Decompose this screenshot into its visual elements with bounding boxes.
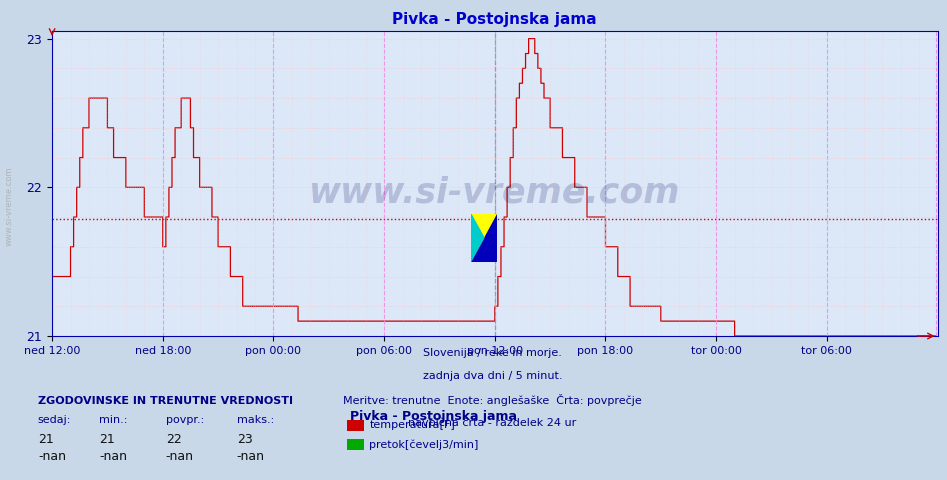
Polygon shape [471, 214, 497, 262]
Text: min.:: min.: [99, 415, 128, 425]
Text: -nan: -nan [166, 450, 194, 463]
Text: Pivka - Postojnska jama: Pivka - Postojnska jama [350, 410, 517, 423]
Text: 23: 23 [237, 433, 253, 446]
Text: povpr.:: povpr.: [166, 415, 204, 425]
Text: -nan: -nan [237, 450, 265, 463]
Text: temperatura[F]: temperatura[F] [369, 420, 456, 430]
Text: zadnja dva dni / 5 minut.: zadnja dva dni / 5 minut. [422, 371, 563, 381]
Text: sedaj:: sedaj: [38, 415, 71, 425]
Text: -nan: -nan [99, 450, 128, 463]
Text: maks.:: maks.: [237, 415, 274, 425]
Text: ZGODOVINSKE IN TRENUTNE VREDNOSTI: ZGODOVINSKE IN TRENUTNE VREDNOSTI [38, 396, 293, 406]
Text: navpična črta - razdelek 24 ur: navpična črta - razdelek 24 ur [408, 417, 577, 428]
Polygon shape [471, 214, 484, 262]
Text: Meritve: trenutne  Enote: anglešaške  Črta: povprečje: Meritve: trenutne Enote: anglešaške Črta… [343, 394, 642, 406]
Text: 21: 21 [38, 433, 54, 446]
Title: Pivka - Postojnska jama: Pivka - Postojnska jama [392, 12, 598, 27]
Text: www.si-vreme.com: www.si-vreme.com [5, 167, 14, 246]
Text: -nan: -nan [38, 450, 66, 463]
Text: www.si-vreme.com: www.si-vreme.com [309, 176, 681, 210]
Text: 22: 22 [166, 433, 182, 446]
Polygon shape [471, 214, 497, 262]
Text: 21: 21 [99, 433, 116, 446]
Text: Slovenija / reke in morje.: Slovenija / reke in morje. [423, 348, 562, 358]
Text: pretok[čevelj3/min]: pretok[čevelj3/min] [369, 439, 478, 450]
